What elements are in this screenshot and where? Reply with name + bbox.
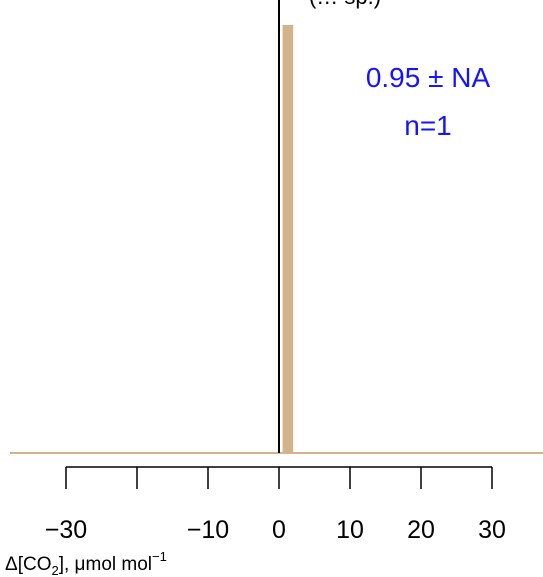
x-tick-label: 30: [478, 516, 506, 544]
x-tick-label: −30: [45, 516, 87, 544]
x-axis-label-sub: 2: [51, 563, 58, 577]
x-axis-label-sup: −1: [152, 549, 167, 564]
histogram-bar: [282, 25, 294, 453]
x-axis-label-mid: ], μmol mol: [59, 554, 152, 575]
chart-title: (… sp.): [309, 0, 381, 9]
x-tick-label: −10: [187, 516, 229, 544]
x-tick-label: 0: [272, 516, 286, 544]
n-annotation: n=1: [404, 110, 452, 141]
x-axis-label-pre: Δ[CO: [5, 554, 51, 575]
x-axis-label: Δ[CO2], μmol mol−1: [5, 549, 167, 577]
x-axis: −30 −10 0 10 20 30: [45, 466, 506, 544]
x-tick-label: 20: [407, 516, 435, 544]
mean-annotation: 0.95 ± NA: [366, 62, 491, 93]
x-tick-label: 10: [336, 516, 364, 544]
bars-layer: [282, 25, 294, 453]
